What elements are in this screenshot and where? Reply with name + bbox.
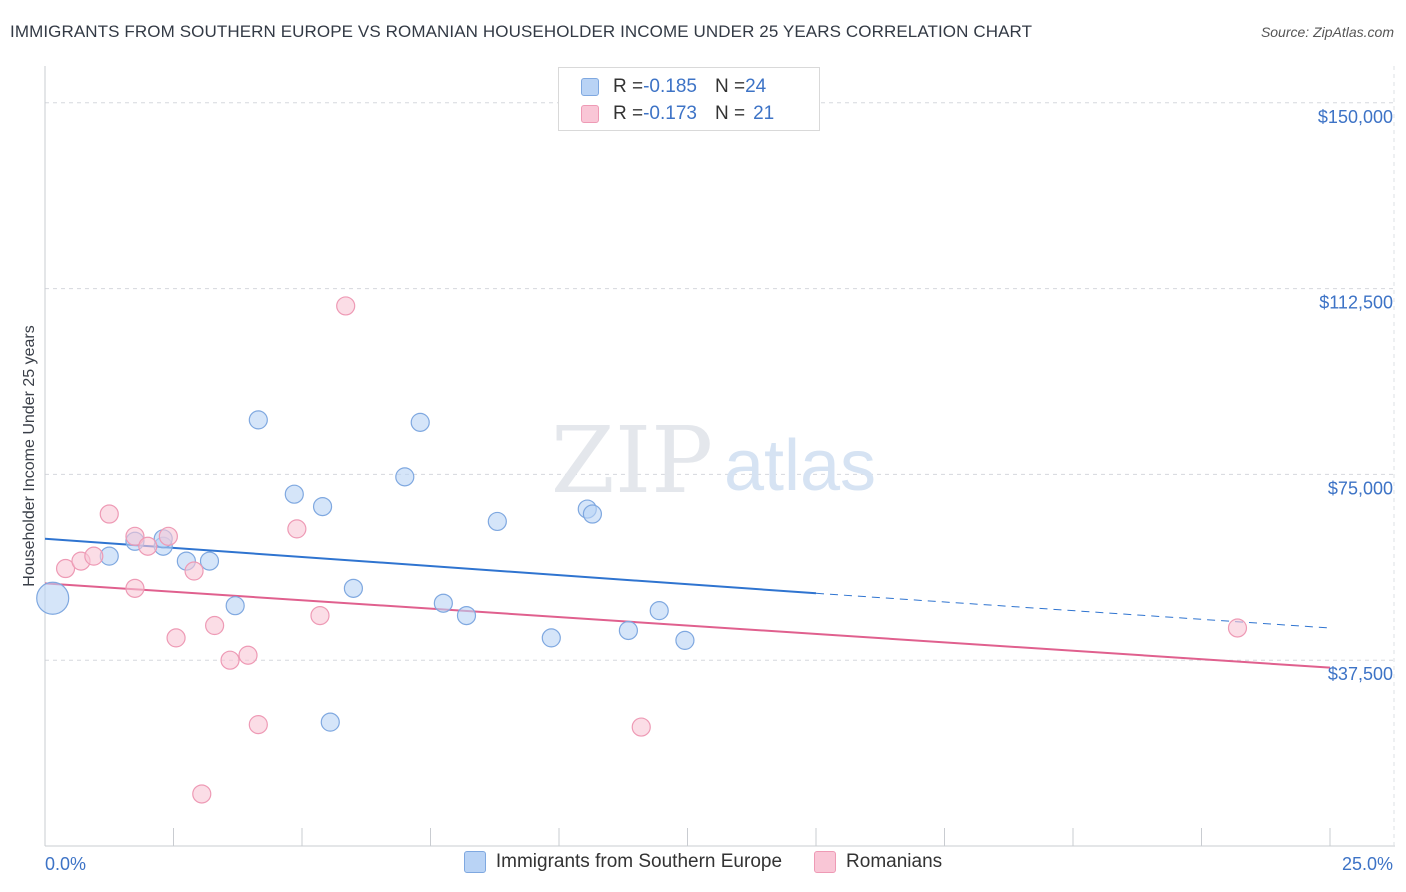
- point-southern-europe: [320, 712, 340, 732]
- point-romanians: [1227, 618, 1248, 638]
- point-romanians: [166, 628, 186, 648]
- legend-n-value-2: 21: [753, 103, 775, 124]
- point-romanians: [248, 715, 268, 735]
- legend-row-series1: R = -0.185 N = 24: [581, 74, 766, 100]
- point-romanians: [631, 717, 651, 737]
- point-southern-europe: [456, 605, 477, 626]
- trend-line-southern-europe: [44, 537, 817, 595]
- y-axis-label: Householder Income Under 25 years: [21, 325, 38, 586]
- point-romanians: [205, 615, 225, 636]
- point-romanians: [192, 784, 212, 804]
- point-southern-europe: [433, 593, 453, 613]
- point-southern-europe: [225, 596, 245, 616]
- point-southern-europe: [284, 484, 304, 504]
- point-southern-europe: [36, 581, 70, 615]
- point-romanians: [125, 526, 145, 546]
- trend-line-southern-europe-extension: [815, 592, 1331, 629]
- watermark: ZIP atlas: [551, 407, 876, 514]
- trend-lines: [44, 537, 1331, 669]
- gridlines: [45, 102, 1395, 661]
- legend-item-southern-europe[interactable]: Immigrants from Southern Europe: [463, 851, 783, 873]
- legend-r-value-2: -0.173: [643, 103, 697, 124]
- watermark-zip: ZIP: [551, 407, 713, 514]
- legend-swatch-southern-europe: [463, 851, 486, 873]
- legend-swatch-romanians: [814, 851, 837, 873]
- point-southern-europe: [395, 467, 415, 487]
- source-label: Source: ZipAtlas.com: [1260, 24, 1394, 40]
- x-tick-label: 25.0%: [1342, 854, 1393, 874]
- chart-title: IMMIGRANTS FROM SOUTHERN EUROPE VS ROMAN…: [10, 22, 1033, 41]
- data-points: [36, 296, 1248, 804]
- legend-row-series2: R = -0.173 N = 21: [581, 101, 774, 127]
- legend-swatch-pink: [581, 105, 599, 123]
- legend-r-label-1: R =: [613, 76, 644, 97]
- legend-n-value-1: 24: [745, 76, 767, 97]
- legend-r-value-1: -0.185: [643, 76, 697, 97]
- tick-labels: $37,500 $75,000 $112,500 $150,000 0.0% 25.0%: [45, 107, 1393, 874]
- trend-line-romanians: [44, 582, 1331, 669]
- legend-r-label-2: R =: [613, 103, 644, 124]
- legend-label-romanians: Romanians: [846, 851, 943, 872]
- point-romanians: [238, 645, 258, 665]
- x-tick-label: 0.0%: [45, 854, 86, 874]
- point-southern-europe: [248, 410, 268, 430]
- point-southern-europe: [675, 630, 695, 650]
- y-tick-label: $37,500: [1328, 664, 1393, 684]
- point-southern-europe: [343, 578, 363, 598]
- point-southern-europe: [582, 504, 603, 524]
- point-southern-europe: [312, 496, 333, 517]
- point-romanians: [158, 526, 178, 546]
- series-legend: Immigrants from Southern Europe Romanian…: [0, 851, 1406, 873]
- legend-item-romanians[interactable]: Romanians: [814, 851, 942, 873]
- point-southern-europe: [541, 628, 561, 648]
- point-romanians: [138, 536, 158, 556]
- watermark-atlas: atlas: [724, 426, 876, 506]
- legend-n-label-2: N =: [714, 103, 746, 124]
- point-southern-europe: [618, 620, 638, 641]
- point-romanians: [287, 519, 307, 539]
- correlation-legend: R = -0.185 N = 24 R = -0.173 N = 21: [558, 67, 820, 131]
- point-southern-europe: [487, 511, 507, 532]
- point-romanians: [55, 558, 76, 579]
- point-romanians: [84, 546, 104, 566]
- point-southern-europe: [410, 412, 430, 432]
- point-romanians: [125, 578, 145, 598]
- point-southern-europe: [199, 551, 220, 571]
- point-southern-europe: [649, 601, 669, 621]
- point-romanians: [184, 561, 204, 581]
- y-tick-label: $112,500: [1319, 293, 1393, 313]
- point-romanians: [336, 296, 356, 316]
- y-tick-label: $150,000: [1318, 107, 1393, 127]
- y-tick-label: $75,000: [1328, 478, 1393, 498]
- legend-n-label-1: N =: [714, 76, 746, 97]
- legend-label-southern-europe: Immigrants from Southern Europe: [495, 851, 783, 872]
- point-romanians: [310, 605, 330, 626]
- point-romanians: [99, 504, 119, 524]
- point-romanians: [220, 650, 240, 670]
- legend-swatch-blue: [581, 78, 599, 96]
- axes: [44, 66, 1395, 847]
